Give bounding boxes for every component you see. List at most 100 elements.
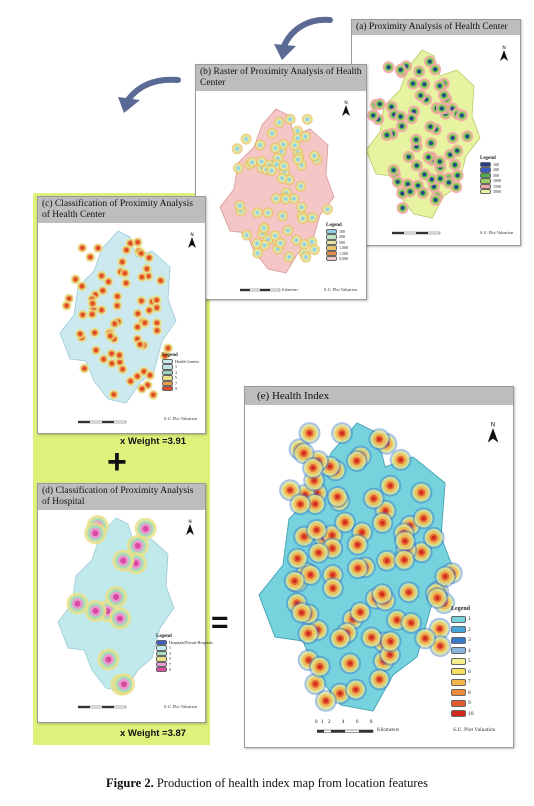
map-point (310, 240, 314, 244)
map-point (158, 278, 163, 283)
legend-swatch (162, 359, 173, 365)
map-point (80, 312, 85, 317)
map-point (280, 214, 284, 218)
legend-e-item: 7 (451, 677, 474, 688)
map-point (274, 163, 279, 167)
map-point (435, 596, 440, 600)
map-point (438, 644, 443, 649)
legend-swatch (326, 250, 337, 256)
legend-b-item: 1,000 (326, 245, 348, 251)
map-point (92, 608, 99, 614)
legend-label: 7 (468, 679, 471, 685)
panel-a-title: (a) Proximity Analysis of Health Center (352, 20, 520, 35)
map-point (112, 321, 117, 326)
map-point (128, 379, 133, 384)
map-point (405, 182, 410, 186)
arrow-a-to-b-head (274, 44, 296, 60)
map-point (338, 636, 343, 641)
map-point (385, 133, 389, 137)
legend-swatch (451, 668, 466, 676)
map-point (295, 556, 300, 561)
scale-tick-label: 8 (370, 720, 373, 725)
map-point (284, 197, 288, 201)
map-point (155, 320, 159, 325)
legend-label: 2 (468, 626, 471, 633)
legend-b-item: 5,000 (326, 255, 348, 262)
map-point (384, 558, 389, 563)
map-point (115, 303, 120, 308)
map-point (415, 163, 419, 168)
map-point (106, 279, 111, 284)
map-point (135, 325, 140, 329)
legend-swatch (326, 245, 337, 251)
scale-bar-d (78, 705, 127, 709)
legend-label: 5,000 (339, 256, 348, 262)
map-point (398, 457, 403, 462)
map-point (121, 681, 127, 688)
map-point (64, 303, 69, 308)
map-point (109, 351, 114, 356)
map-point (139, 275, 144, 280)
map-point (438, 176, 443, 181)
map-point (414, 138, 418, 142)
legend-label: 100 (493, 162, 499, 168)
map-point (273, 146, 277, 150)
map-point (73, 277, 78, 282)
map-point (154, 298, 159, 303)
legend-b-item: 500 (326, 239, 348, 246)
legend-label: 3 (468, 637, 471, 643)
map-point (279, 149, 283, 153)
map-point (388, 639, 393, 644)
map-point (354, 458, 359, 463)
legend-label: 1 (169, 645, 171, 651)
credit-d: S.U. Plot Valuation (164, 704, 198, 709)
map-point (101, 357, 106, 362)
map-point (429, 141, 433, 145)
panel-a: (a) Proximity Analysis of Health Center … (351, 19, 521, 246)
panel-d-title: (d) Classification of Proximity Analysis… (38, 484, 205, 510)
map-point (308, 572, 313, 577)
map-point (287, 178, 291, 182)
map-point (450, 106, 454, 111)
arrow-a-to-b (281, 16, 333, 49)
map-point (460, 113, 464, 118)
legend-label: 5 (468, 658, 471, 664)
map-point (277, 120, 281, 124)
map-point (371, 113, 375, 118)
legend-d-item: 1 (156, 645, 213, 651)
scale-bar-c (78, 420, 127, 424)
map-point (301, 451, 306, 456)
map-point (438, 159, 442, 164)
legend-swatch (451, 647, 466, 655)
credit-c: S.U. Plot Valuation (164, 416, 198, 421)
legend-a-title: Legend (480, 156, 496, 161)
equals-operator: = (211, 606, 229, 639)
map-point (117, 615, 123, 622)
map-point (292, 197, 296, 201)
map-point (394, 618, 399, 622)
legend-label: 7 (169, 661, 171, 667)
map-point (442, 93, 446, 98)
map-point (348, 661, 353, 666)
map-point (120, 557, 127, 564)
legend-swatch (156, 656, 167, 662)
panel-d: (d) Classification of Proximity Analysis… (37, 483, 213, 723)
legend-label: 4 (468, 647, 471, 654)
map-point (67, 296, 72, 301)
map-point (421, 191, 425, 195)
legend-swatch (326, 229, 337, 235)
legend-d-item: 5 (156, 656, 213, 662)
map-point (423, 636, 428, 641)
map-point (386, 65, 391, 69)
map-point (306, 631, 311, 636)
legend-b-item: 1,500 (326, 250, 348, 256)
legend-swatch (451, 689, 466, 697)
map-point (409, 620, 414, 625)
map-point (154, 305, 159, 310)
map-point (259, 159, 263, 164)
map-point (142, 320, 147, 325)
legend-e-item: 1 (451, 614, 474, 625)
map-point (78, 331, 83, 336)
map-point (428, 59, 432, 64)
map-point (90, 312, 95, 317)
